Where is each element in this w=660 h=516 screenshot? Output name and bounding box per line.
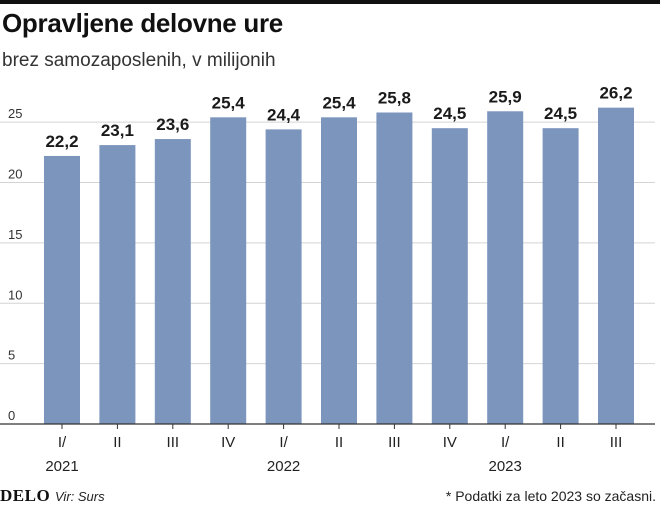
x-tick-label: II <box>556 434 564 451</box>
year-label: 2021 <box>45 458 78 475</box>
top-rule <box>0 0 660 4</box>
x-tick-label: I/ <box>501 434 510 451</box>
x-tick-label: I/ <box>58 434 67 451</box>
bar-value-label: 22,2 <box>45 132 78 151</box>
y-axis-tick-labels: 0 5 10 15 20 25 <box>8 106 22 423</box>
bar-value-label: 23,6 <box>156 115 189 134</box>
bar <box>154 139 191 424</box>
y-tick-label: 0 <box>8 408 15 423</box>
bar <box>44 155 80 424</box>
bars <box>44 107 634 425</box>
provisional-data-note: * Podatki za leto 2023 so začasni. <box>445 488 656 504</box>
bar <box>99 145 136 425</box>
x-axis-tick-labels: I/II III IV I/II III IV I/II III <box>58 424 622 451</box>
x-tick-label: IV <box>443 434 457 451</box>
year-labels: 2021 2022 2023 <box>45 458 522 475</box>
x-tick-label: I/ <box>279 434 288 451</box>
bar <box>265 129 302 425</box>
delo-logo: DELO <box>0 486 51 505</box>
bar-value-label: 25,9 <box>489 87 522 106</box>
x-tick-label: III <box>610 434 623 451</box>
bar-value-label: 24,5 <box>433 104 466 123</box>
bar-value-label: 24,5 <box>544 104 577 123</box>
bar-value-label: 23,1 <box>101 121 134 140</box>
bar-value-label: 25,4 <box>322 93 356 112</box>
bar <box>431 128 468 424</box>
chart-subtitle: brez samozaposlenih, v milijonih <box>2 50 276 71</box>
x-tick-label: II <box>335 434 343 451</box>
bar-value-label: 24,4 <box>267 105 301 124</box>
x-tick-label: IV <box>221 434 235 451</box>
bar <box>321 117 357 425</box>
bar <box>487 111 524 424</box>
y-tick-label: 20 <box>8 167 22 182</box>
y-tick-label: 5 <box>8 348 15 363</box>
bar <box>376 112 413 424</box>
bar-value-label: 26,2 <box>599 84 632 103</box>
x-tick-label: II <box>113 434 121 451</box>
bar <box>542 128 579 424</box>
bar <box>598 107 634 425</box>
year-label: 2022 <box>267 458 300 475</box>
x-tick-label: III <box>388 434 401 451</box>
x-tick-label: III <box>167 434 180 451</box>
bar-value-label: 25,8 <box>378 88 411 107</box>
y-tick-label: 15 <box>8 227 22 242</box>
y-tick-label: 10 <box>8 287 22 302</box>
value-labels: 22,2 23,1 23,6 25,4 24,4 25,4 25,8 24,5 25,9 24,5… <box>45 84 632 151</box>
y-tick-label: 25 <box>8 106 22 121</box>
chart-title: Opravljene delovne ure <box>2 8 283 38</box>
year-label: 2023 <box>489 458 522 475</box>
bar-value-label: 25,4 <box>212 93 246 112</box>
source-note: Vir: Surs <box>55 489 105 504</box>
bar <box>210 117 247 425</box>
